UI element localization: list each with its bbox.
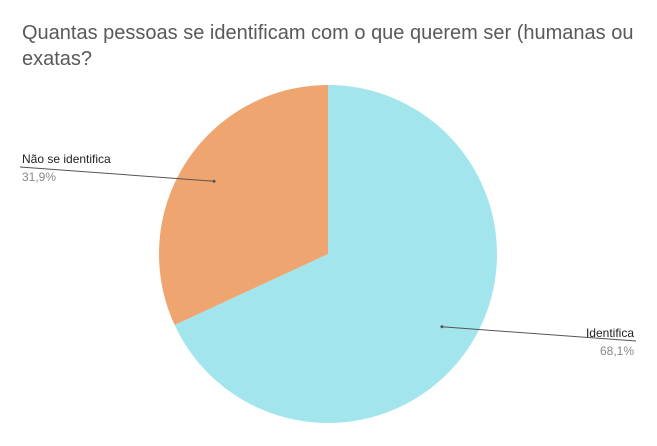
leader-dot	[212, 179, 216, 183]
slice-value-label: 68,1%	[600, 344, 634, 358]
leader-dot	[440, 325, 444, 329]
chart-title: Quantas pessoas se identificam com o que…	[22, 22, 634, 70]
leader-line	[441, 326, 637, 342]
slice-label: Não se identifica	[22, 152, 111, 166]
pie-slice-nao-se-identifica	[159, 85, 328, 325]
pie-slice-identifica	[174, 85, 498, 423]
leader-line	[19, 166, 215, 182]
slice-label: Identifica	[586, 326, 634, 340]
slice-value-label: 31,9%	[22, 170, 56, 184]
